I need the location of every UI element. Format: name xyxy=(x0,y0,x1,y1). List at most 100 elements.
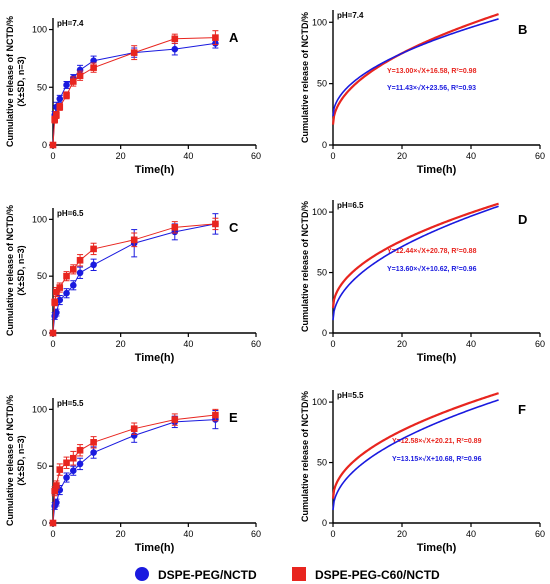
x-tick-label: 40 xyxy=(466,529,476,539)
panel-c: 0 20 40 60 0 50 100 Time(h) Cumulative release o… xyxy=(5,205,261,364)
y-tick-label: 100 xyxy=(32,25,47,35)
y-tick-label: 0 xyxy=(322,328,327,338)
data-point xyxy=(53,499,60,506)
series-dspe-peg-c60 xyxy=(49,30,219,149)
y-tick-label: 100 xyxy=(32,404,47,414)
y-axis-title: Cumulative release of NCTD/% xyxy=(300,12,310,143)
x-tick-label: 60 xyxy=(535,151,545,161)
data-point xyxy=(76,446,84,454)
x-axis-title: Time(h) xyxy=(417,164,457,176)
data-point xyxy=(130,49,138,56)
x-tick-label: 60 xyxy=(251,151,261,161)
data-point xyxy=(70,454,77,462)
y-tick-label: 50 xyxy=(317,458,327,468)
y-axis-title: Cumulative release of NCTD/% xyxy=(5,205,15,336)
data-point xyxy=(63,474,70,481)
fit-equation: Y=12.58×√X+20.21, R²=0.89 xyxy=(392,437,482,445)
y-tick-label: 0 xyxy=(42,140,47,150)
data-point xyxy=(53,111,60,119)
x-axis-title: Time(h) xyxy=(417,352,457,364)
data-point xyxy=(51,487,58,495)
series-dspe-peg xyxy=(49,213,219,337)
y-tick-label: 100 xyxy=(312,397,327,407)
data-point xyxy=(63,272,70,280)
data-point xyxy=(70,467,77,475)
data-point xyxy=(56,466,64,473)
x-tick-label: 60 xyxy=(535,339,545,349)
fit-curve xyxy=(332,18,499,117)
data-point xyxy=(56,284,64,291)
ph-label: pH=5.5 xyxy=(57,399,84,408)
panel-d: 0 20 40 60 0 50 100 Time(h) Cumulative release o… xyxy=(300,200,545,364)
x-tick-label: 0 xyxy=(50,339,55,349)
data-point xyxy=(63,459,70,467)
data-point xyxy=(130,432,138,439)
panel-letter: B xyxy=(518,22,527,37)
data-point xyxy=(90,245,97,253)
data-point xyxy=(53,482,60,489)
x-tick-label: 40 xyxy=(466,339,476,349)
data-point xyxy=(171,416,179,423)
y-axis-title: Cumulative release of NCTD/% xyxy=(5,16,15,147)
data-point xyxy=(76,460,84,468)
x-tick-label: 40 xyxy=(183,529,193,539)
x-tick-label: 0 xyxy=(330,151,335,161)
x-tick-label: 60 xyxy=(251,529,261,539)
data-point xyxy=(130,425,138,432)
data-point xyxy=(76,256,84,264)
y-tick-label: 0 xyxy=(322,518,327,528)
x-tick-label: 20 xyxy=(397,339,407,349)
data-point xyxy=(56,103,64,111)
data-point xyxy=(49,141,57,149)
x-axis-title: Time(h) xyxy=(417,542,457,554)
data-point xyxy=(171,224,179,231)
y-tick-label: 100 xyxy=(312,17,327,27)
data-point xyxy=(53,288,60,296)
panel-f: 0 20 40 60 0 50 100 Time(h) Cumulative release o… xyxy=(300,390,545,554)
fit-equation: Y=11.43×√X+23.56, R²=0.93 xyxy=(387,84,476,92)
data-point xyxy=(171,35,179,43)
legend-marker-circle xyxy=(135,567,149,581)
fit-curve xyxy=(332,399,499,511)
panel-a: 0 20 40 60 0 50 100 Time(h) Cumulative release o… xyxy=(5,16,261,176)
data-point xyxy=(53,309,60,316)
y-tick-label: 50 xyxy=(37,82,47,92)
panel-e: 0 20 40 60 0 50 100 Time(h) Cumulative release o… xyxy=(5,395,261,554)
y-axis-title: Cumulative release of NCTD/% xyxy=(300,201,310,332)
ph-label: pH=6.5 xyxy=(337,201,364,210)
data-point xyxy=(171,45,179,53)
data-point xyxy=(70,266,77,273)
x-tick-label: 20 xyxy=(116,339,126,349)
x-tick-label: 60 xyxy=(251,339,261,349)
data-point xyxy=(56,296,64,304)
x-axis-title: Time(h) xyxy=(135,164,175,176)
ph-label: pH=6.5 xyxy=(57,209,84,218)
ph-label: pH=7.4 xyxy=(57,19,84,28)
fit-curve xyxy=(331,13,499,125)
y-axis-subtitle: (X±SD, n=3) xyxy=(16,245,26,295)
x-tick-label: 20 xyxy=(116,529,126,539)
ph-label: pH=7.4 xyxy=(337,11,364,20)
x-tick-label: 20 xyxy=(397,151,407,161)
panel-b: 0 20 40 60 0 50 100 Time(h) Cumulative release o… xyxy=(300,10,545,176)
y-tick-label: 50 xyxy=(317,79,327,89)
legend-label: DSPE-PEG/NCTD xyxy=(158,568,257,582)
panel-letter: C xyxy=(229,220,239,235)
x-tick-label: 60 xyxy=(535,529,545,539)
panel-letter: F xyxy=(518,402,526,417)
fit-equation: Y=13.15×√X+10.68, R²=0.96 xyxy=(392,455,482,463)
data-point xyxy=(63,81,70,89)
data-point xyxy=(51,299,58,306)
x-tick-label: 0 xyxy=(330,529,335,539)
y-axis-title: Cumulative release of NCTD/% xyxy=(300,391,310,522)
panel-letter: E xyxy=(229,410,238,425)
data-point xyxy=(212,411,219,419)
x-tick-label: 0 xyxy=(330,339,335,349)
panel-letter: A xyxy=(229,30,239,45)
data-point xyxy=(49,329,57,337)
legend-marker-square xyxy=(292,567,306,581)
x-axis-title: Time(h) xyxy=(135,352,175,364)
data-point xyxy=(130,236,138,244)
data-point xyxy=(70,281,77,289)
